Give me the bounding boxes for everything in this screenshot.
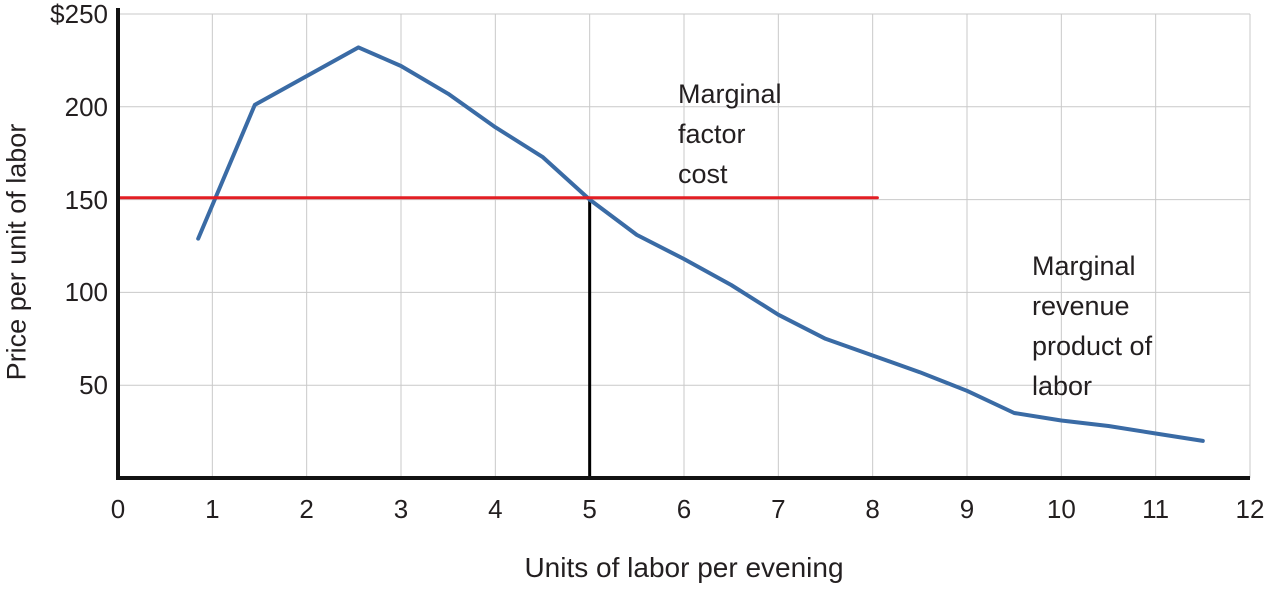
mfc-annotation: Marginal factor cost <box>678 79 782 189</box>
x-tick-label: 0 <box>110 494 126 524</box>
x-tick-label: 12 <box>1235 494 1265 524</box>
data-series <box>116 45 1205 443</box>
x-axis-label: Units of labor per evening <box>524 552 844 583</box>
x-tick-label: 11 <box>1142 494 1170 524</box>
x-tick-label: 8 <box>865 494 880 524</box>
x-tick-label: 3 <box>393 494 409 524</box>
x-tick-label: 4 <box>488 494 503 524</box>
y-tick-label: 100 <box>64 277 108 308</box>
grid <box>118 13 1251 478</box>
x-tick-label: 5 <box>582 494 597 524</box>
y-tick-label: 200 <box>64 91 108 122</box>
axes <box>116 8 1250 480</box>
x-tick-label: 10 <box>1046 494 1076 524</box>
y-axis-label: Price per unit of labor <box>1 123 32 381</box>
mrp-annotation: Marginal revenue product of labor <box>1032 251 1153 401</box>
x-tick-label: 1 <box>205 494 220 524</box>
x-tick-label: 2 <box>299 494 314 524</box>
y-tick-label: $250 <box>50 0 108 29</box>
x-tick-label: 7 <box>771 494 786 524</box>
y-tick-label: 50 <box>79 370 108 401</box>
y-tick-label: 150 <box>64 184 108 215</box>
x-tick-label: 6 <box>676 494 692 524</box>
mrp-curve <box>196 45 1205 443</box>
x-tick-label: 9 <box>959 494 975 524</box>
